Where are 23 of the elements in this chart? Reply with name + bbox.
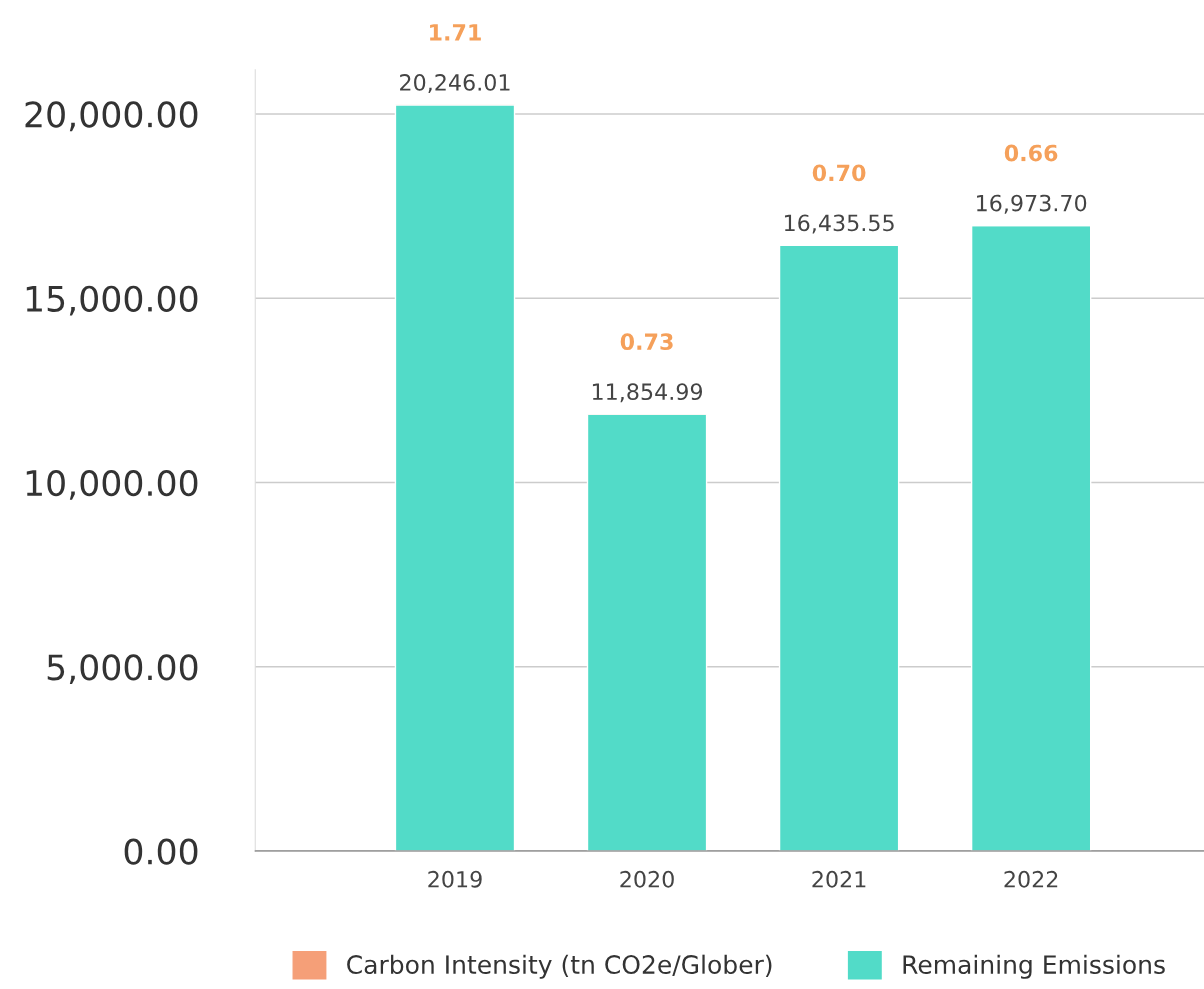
x-tick-label: 2022 — [1004, 870, 1058, 888]
data-label: 16,435.55 — [784, 214, 894, 234]
data-label: 11,854.99 — [592, 383, 703, 403]
legend-label: Carbon Intensity (tn CO2e/Glober) — [347, 954, 772, 979]
y-tick-label: 20,000.00 — [25, 101, 198, 132]
data-label: 0.73 — [620, 333, 673, 351]
data-label: 0.70 — [812, 164, 866, 182]
y-tick-label: 15,000.00 — [26, 285, 198, 316]
legend-label: Remaining Emissions — [903, 954, 1165, 979]
data-label: 1.71 — [430, 24, 481, 41]
bar — [586, 413, 708, 852]
x-tick-label: 2021 — [812, 870, 866, 888]
y-tick-label: 10,000.00 — [26, 469, 198, 500]
bar — [778, 244, 900, 852]
data-label: 0.66 — [1004, 144, 1058, 162]
x-tick-label: 2020 — [620, 870, 674, 888]
data-label: 16,973.70 — [977, 194, 1087, 214]
x-tick-label: 2019 — [428, 870, 482, 888]
y-tick-label: 5,000.00 — [47, 654, 198, 684]
y-tick-label: 0.00 — [124, 838, 198, 865]
bar — [394, 104, 516, 852]
bar — [970, 224, 1092, 852]
data-label: 20,246.01 — [400, 74, 510, 94]
